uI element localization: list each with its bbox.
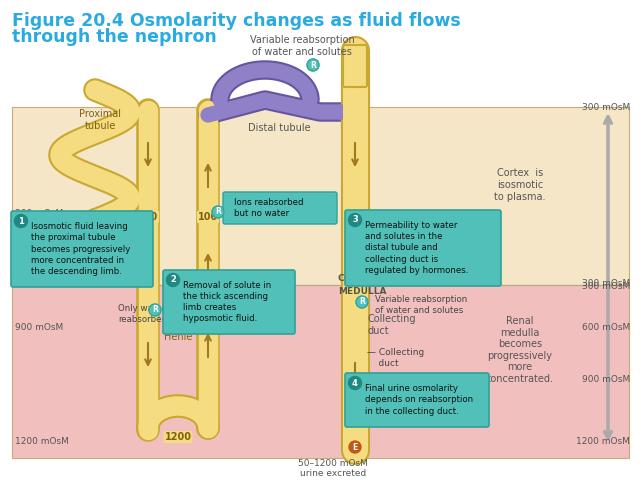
Circle shape bbox=[349, 214, 362, 227]
Circle shape bbox=[349, 441, 361, 453]
Text: Removal of solute in
the thick ascending
limb creates
hyposmotic fluid.: Removal of solute in the thick ascending… bbox=[183, 281, 271, 323]
Text: 1: 1 bbox=[18, 216, 24, 226]
Text: Final urine osmolarity
depends on reabsorption
in the collecting duct.: Final urine osmolarity depends on reabso… bbox=[365, 384, 473, 416]
Text: R: R bbox=[215, 207, 221, 216]
Bar bbox=[12, 107, 629, 285]
Text: Proximal
tubule: Proximal tubule bbox=[79, 109, 121, 131]
Text: Variable reabsorption
of water and solutes: Variable reabsorption of water and solut… bbox=[250, 35, 355, 57]
Text: 300 mOsM: 300 mOsM bbox=[582, 103, 630, 111]
Text: Cortex  is
isosmotic
to plasma.: Cortex is isosmotic to plasma. bbox=[494, 168, 546, 202]
FancyBboxPatch shape bbox=[11, 211, 153, 287]
Text: R: R bbox=[152, 305, 158, 314]
Text: Loop
of
Henle: Loop of Henle bbox=[164, 309, 192, 342]
Text: Figure 20.4 Osmolarity changes as fluid flows: Figure 20.4 Osmolarity changes as fluid … bbox=[12, 12, 461, 30]
Circle shape bbox=[349, 376, 362, 389]
Text: R: R bbox=[359, 298, 365, 307]
Text: 100: 100 bbox=[198, 212, 218, 222]
Text: 1200 mOsM: 1200 mOsM bbox=[576, 437, 630, 446]
Circle shape bbox=[166, 274, 179, 287]
Text: Variable reabsorption
of water and solutes: Variable reabsorption of water and solut… bbox=[375, 295, 467, 315]
Text: through the nephron: through the nephron bbox=[12, 28, 217, 46]
FancyBboxPatch shape bbox=[345, 373, 489, 427]
Text: 1200 mOsM: 1200 mOsM bbox=[15, 437, 69, 446]
Text: Collecting
duct: Collecting duct bbox=[368, 314, 417, 336]
Text: Distal tubule: Distal tubule bbox=[248, 123, 310, 133]
Circle shape bbox=[15, 215, 28, 228]
Text: 600 mOsM: 600 mOsM bbox=[582, 324, 630, 333]
Text: 300: 300 bbox=[138, 212, 158, 222]
Circle shape bbox=[307, 59, 319, 71]
Text: 900 mOsM: 900 mOsM bbox=[582, 375, 630, 384]
Text: E: E bbox=[353, 443, 358, 452]
Text: 2: 2 bbox=[170, 276, 176, 285]
Bar bbox=[12, 285, 629, 458]
Text: — Collecting
    duct: — Collecting duct bbox=[367, 348, 424, 368]
Text: Isosmotic fluid leaving
the proximal tubule
becomes progressively
more concentra: Isosmotic fluid leaving the proximal tub… bbox=[31, 222, 131, 276]
FancyBboxPatch shape bbox=[223, 192, 337, 224]
Text: 300 mOsM: 300 mOsM bbox=[15, 208, 63, 217]
Text: CORTEX: CORTEX bbox=[338, 274, 378, 283]
FancyBboxPatch shape bbox=[345, 210, 501, 286]
Text: 300 mOsM: 300 mOsM bbox=[582, 278, 630, 288]
Text: 300 mOsM: 300 mOsM bbox=[582, 282, 630, 291]
Text: 1200: 1200 bbox=[164, 432, 191, 442]
Text: 50–1200 mOsM
urine excreted: 50–1200 mOsM urine excreted bbox=[298, 459, 368, 479]
Text: 4: 4 bbox=[352, 379, 358, 387]
FancyBboxPatch shape bbox=[163, 270, 295, 334]
Text: Renal
medulla
becomes
progressively
more
concentrated.: Renal medulla becomes progressively more… bbox=[486, 316, 554, 384]
Text: 900 mOsM: 900 mOsM bbox=[15, 324, 63, 333]
FancyBboxPatch shape bbox=[343, 45, 367, 87]
Text: 3: 3 bbox=[352, 216, 358, 225]
Circle shape bbox=[149, 304, 161, 316]
Text: R: R bbox=[310, 60, 316, 70]
Circle shape bbox=[356, 296, 368, 308]
Text: Only water
reabsorbed: Only water reabsorbed bbox=[118, 304, 167, 324]
Text: Ions reabsorbed
but no water: Ions reabsorbed but no water bbox=[234, 198, 303, 218]
Text: Permeability to water
and solutes in the
distal tubule and
collecting duct is
re: Permeability to water and solutes in the… bbox=[365, 221, 468, 275]
Text: MEDULLA: MEDULLA bbox=[338, 287, 387, 296]
Circle shape bbox=[212, 206, 224, 218]
